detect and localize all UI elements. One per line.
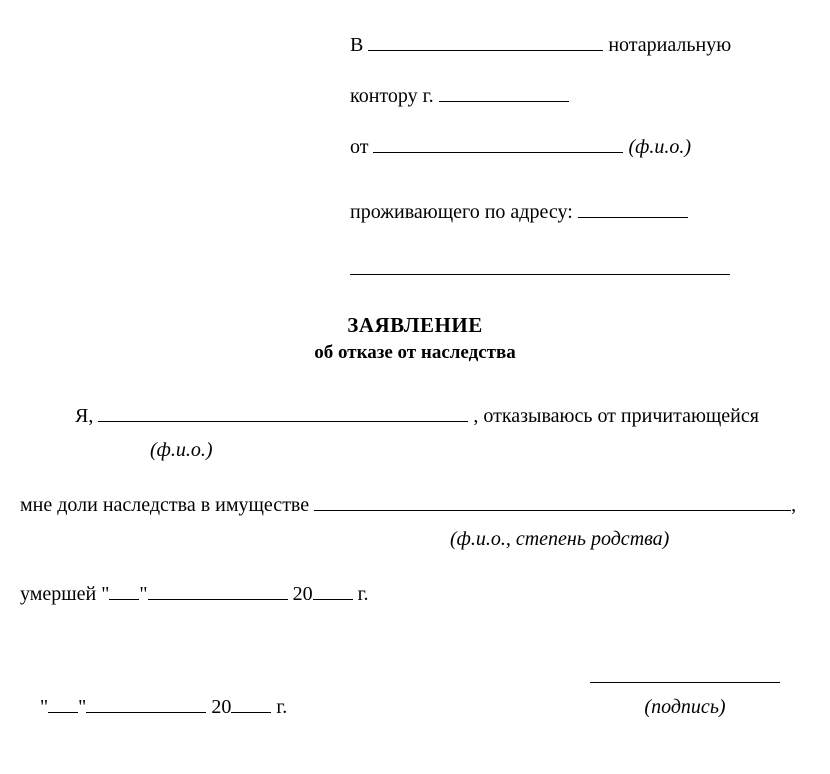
- signature-block: (подпись): [590, 662, 780, 721]
- date-q2: ": [78, 696, 86, 718]
- share-label: мне доли наследства в имуществе: [20, 494, 309, 516]
- deceased-month-blank[interactable]: [148, 579, 288, 600]
- from-hint: (ф.и.о.): [628, 136, 691, 158]
- deceased-line: умершей " " 20 г.: [20, 579, 810, 608]
- share-blank[interactable]: [314, 490, 791, 511]
- to-prefix: В: [350, 34, 363, 56]
- i-blank[interactable]: [98, 401, 468, 422]
- deceased-prefix: умершей ": [20, 583, 109, 605]
- footer-date: " " 20 г.: [20, 692, 287, 721]
- title-sub: об отказе от наследства: [20, 340, 810, 367]
- body-block: Я, , отказываюсь от причитающейся (ф.и.о…: [20, 401, 810, 721]
- deceased-year-suffix: г.: [358, 583, 369, 605]
- address-line: проживающего по адресу:: [350, 197, 810, 226]
- title-block: ЗАЯВЛЕНИЕ об отказе от наследства: [20, 311, 810, 367]
- office-line: контору г.: [350, 81, 810, 110]
- deceased-mid1: ": [139, 583, 147, 605]
- date-q1: ": [40, 696, 48, 718]
- from-label: от: [350, 136, 368, 158]
- document-page: В нотариальную контору г. от (ф.и.о.) пр…: [0, 0, 830, 774]
- share-hint-row: (ф.и.о., степень родства): [20, 525, 810, 553]
- address-blank-2[interactable]: [350, 254, 730, 275]
- to-suffix: нотариальную: [608, 34, 731, 56]
- office-blank[interactable]: [439, 81, 569, 102]
- i-hint: (ф.и.о.): [150, 439, 213, 461]
- share-comma: ,: [791, 494, 796, 516]
- address-label: проживающего по адресу:: [350, 201, 573, 223]
- to-line: В нотариальную: [350, 30, 810, 59]
- footer-day-blank[interactable]: [48, 692, 78, 713]
- deceased-day-blank[interactable]: [109, 579, 139, 600]
- from-line: от (ф.и.о.): [350, 132, 810, 161]
- share-line: мне доли наследства в имуществе ,: [20, 490, 810, 519]
- footer-row: " " 20 г. (подпись): [20, 662, 810, 721]
- title-main: ЗАЯВЛЕНИЕ: [20, 311, 810, 340]
- office-label: контору г.: [350, 85, 434, 107]
- i-label: Я,: [75, 405, 93, 427]
- footer-year-blank[interactable]: [231, 692, 271, 713]
- footer-year-prefix: 20: [211, 696, 231, 718]
- to-blank[interactable]: [368, 30, 603, 51]
- signature-hint: (подпись): [590, 693, 780, 721]
- i-line: Я, , отказываюсь от причитающейся: [20, 401, 810, 430]
- i-suffix: , отказываюсь от причитающейся: [473, 405, 759, 427]
- signature-blank[interactable]: [590, 662, 780, 683]
- footer-month-blank[interactable]: [86, 692, 206, 713]
- deceased-year-blank[interactable]: [313, 579, 353, 600]
- share-hint: (ф.и.о., степень родства): [450, 528, 669, 550]
- address-line-2: [350, 254, 810, 283]
- footer-year-suffix: г.: [276, 696, 287, 718]
- addressee-block: В нотариальную контору г. от (ф.и.о.) пр…: [350, 30, 810, 283]
- i-hint-row: (ф.и.о.): [20, 436, 810, 464]
- from-blank[interactable]: [373, 132, 623, 153]
- deceased-year-prefix: 20: [293, 583, 313, 605]
- address-blank-1[interactable]: [578, 197, 688, 218]
